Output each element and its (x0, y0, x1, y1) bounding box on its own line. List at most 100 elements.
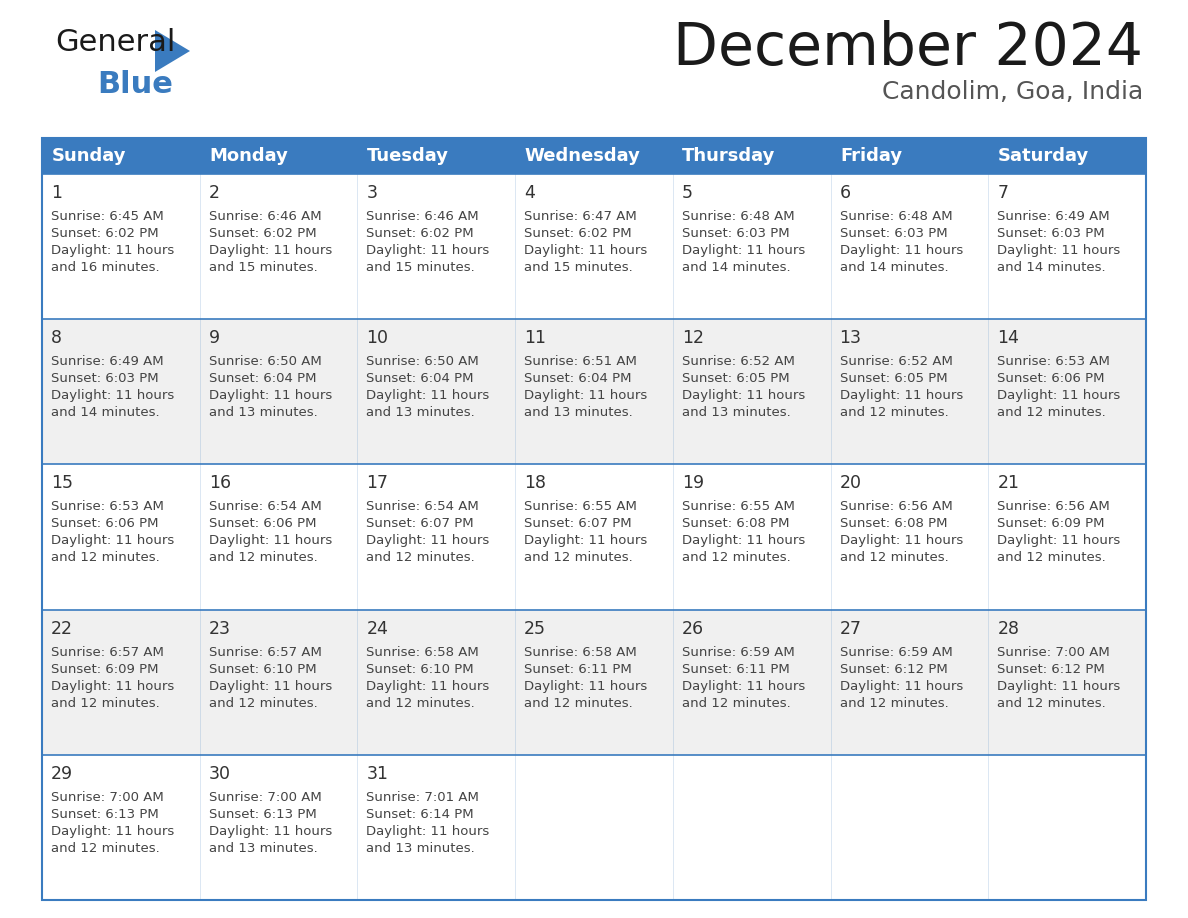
Text: General: General (55, 28, 176, 57)
Text: and 12 minutes.: and 12 minutes. (524, 552, 633, 565)
Text: and 13 minutes.: and 13 minutes. (209, 842, 317, 855)
Text: 7: 7 (997, 184, 1009, 202)
Text: 26: 26 (682, 620, 704, 638)
Text: 11: 11 (524, 330, 546, 347)
Text: Daylight: 11 hours: Daylight: 11 hours (840, 534, 962, 547)
Text: Daylight: 11 hours: Daylight: 11 hours (997, 534, 1120, 547)
Text: Daylight: 11 hours: Daylight: 11 hours (366, 244, 489, 257)
Bar (42, 319, 1146, 465)
Text: 24: 24 (366, 620, 388, 638)
Text: and 14 minutes.: and 14 minutes. (840, 261, 948, 274)
Polygon shape (154, 30, 190, 72)
Text: Sunrise: 6:47 AM: Sunrise: 6:47 AM (524, 210, 637, 223)
Text: 2: 2 (209, 184, 220, 202)
Text: Daylight: 11 hours: Daylight: 11 hours (366, 679, 489, 692)
Text: Sunset: 6:07 PM: Sunset: 6:07 PM (366, 518, 474, 531)
Text: Daylight: 11 hours: Daylight: 11 hours (209, 244, 331, 257)
Text: Sunset: 6:08 PM: Sunset: 6:08 PM (840, 518, 947, 531)
Text: Sunset: 6:12 PM: Sunset: 6:12 PM (997, 663, 1105, 676)
Text: Sunset: 6:03 PM: Sunset: 6:03 PM (840, 227, 947, 240)
Text: and 12 minutes.: and 12 minutes. (366, 552, 475, 565)
Text: 6: 6 (840, 184, 851, 202)
Text: Daylight: 11 hours: Daylight: 11 hours (51, 824, 175, 838)
Text: 9: 9 (209, 330, 220, 347)
Bar (42, 465, 1146, 610)
Text: and 12 minutes.: and 12 minutes. (682, 697, 790, 710)
Text: Sunrise: 6:54 AM: Sunrise: 6:54 AM (209, 500, 322, 513)
Text: Sunset: 6:05 PM: Sunset: 6:05 PM (840, 372, 947, 386)
Text: Sunset: 6:13 PM: Sunset: 6:13 PM (209, 808, 316, 821)
Text: 28: 28 (997, 620, 1019, 638)
Text: 29: 29 (51, 765, 74, 783)
Text: Daylight: 11 hours: Daylight: 11 hours (997, 679, 1120, 692)
Text: Sunset: 6:04 PM: Sunset: 6:04 PM (366, 372, 474, 386)
Text: Blue: Blue (97, 70, 173, 99)
Text: and 12 minutes.: and 12 minutes. (51, 842, 159, 855)
Text: Sunrise: 6:49 AM: Sunrise: 6:49 AM (997, 210, 1110, 223)
Text: and 12 minutes.: and 12 minutes. (840, 406, 948, 420)
Text: Sunrise: 6:52 AM: Sunrise: 6:52 AM (682, 355, 795, 368)
Text: Sunrise: 6:53 AM: Sunrise: 6:53 AM (51, 500, 164, 513)
Text: Daylight: 11 hours: Daylight: 11 hours (51, 534, 175, 547)
Text: and 12 minutes.: and 12 minutes. (840, 697, 948, 710)
Text: Sunrise: 6:54 AM: Sunrise: 6:54 AM (366, 500, 479, 513)
Text: Daylight: 11 hours: Daylight: 11 hours (366, 824, 489, 838)
Text: and 12 minutes.: and 12 minutes. (51, 697, 159, 710)
Text: Sunrise: 6:59 AM: Sunrise: 6:59 AM (682, 645, 795, 658)
Text: and 15 minutes.: and 15 minutes. (366, 261, 475, 274)
Text: Sunset: 6:02 PM: Sunset: 6:02 PM (51, 227, 159, 240)
Bar (42, 138, 1146, 174)
Text: Sunrise: 6:46 AM: Sunrise: 6:46 AM (209, 210, 321, 223)
Text: and 13 minutes.: and 13 minutes. (366, 406, 475, 420)
Text: Sunrise: 6:55 AM: Sunrise: 6:55 AM (682, 500, 795, 513)
Text: Sunset: 6:03 PM: Sunset: 6:03 PM (682, 227, 790, 240)
Text: Sunset: 6:02 PM: Sunset: 6:02 PM (366, 227, 474, 240)
Text: Sunrise: 6:59 AM: Sunrise: 6:59 AM (840, 645, 953, 658)
Text: Daylight: 11 hours: Daylight: 11 hours (51, 244, 175, 257)
Text: 3: 3 (366, 184, 378, 202)
Text: Thursday: Thursday (682, 147, 776, 165)
Text: Sunset: 6:04 PM: Sunset: 6:04 PM (209, 372, 316, 386)
Text: Sunset: 6:02 PM: Sunset: 6:02 PM (209, 227, 316, 240)
Text: and 12 minutes.: and 12 minutes. (840, 552, 948, 565)
Text: Sunrise: 6:58 AM: Sunrise: 6:58 AM (366, 645, 479, 658)
Bar (42, 755, 1146, 900)
Text: Sunset: 6:14 PM: Sunset: 6:14 PM (366, 808, 474, 821)
Text: Daylight: 11 hours: Daylight: 11 hours (840, 679, 962, 692)
Text: 10: 10 (366, 330, 388, 347)
Text: and 12 minutes.: and 12 minutes. (524, 697, 633, 710)
Text: Sunrise: 7:00 AM: Sunrise: 7:00 AM (51, 790, 164, 804)
Text: Sunrise: 7:00 AM: Sunrise: 7:00 AM (209, 790, 322, 804)
Text: 20: 20 (840, 475, 861, 492)
Text: and 12 minutes.: and 12 minutes. (682, 552, 790, 565)
Text: Sunset: 6:12 PM: Sunset: 6:12 PM (840, 663, 947, 676)
Text: Sunset: 6:10 PM: Sunset: 6:10 PM (366, 663, 474, 676)
Text: Daylight: 11 hours: Daylight: 11 hours (51, 679, 175, 692)
Text: and 14 minutes.: and 14 minutes. (682, 261, 790, 274)
Text: Sunset: 6:03 PM: Sunset: 6:03 PM (997, 227, 1105, 240)
Text: Sunrise: 6:57 AM: Sunrise: 6:57 AM (51, 645, 164, 658)
Text: and 12 minutes.: and 12 minutes. (209, 552, 317, 565)
Text: Daylight: 11 hours: Daylight: 11 hours (209, 534, 331, 547)
Text: Sunset: 6:13 PM: Sunset: 6:13 PM (51, 808, 159, 821)
Text: Daylight: 11 hours: Daylight: 11 hours (840, 389, 962, 402)
Text: and 12 minutes.: and 12 minutes. (366, 697, 475, 710)
Text: Sunset: 6:04 PM: Sunset: 6:04 PM (524, 372, 632, 386)
Text: Sunset: 6:10 PM: Sunset: 6:10 PM (209, 663, 316, 676)
Text: Sunrise: 6:48 AM: Sunrise: 6:48 AM (840, 210, 953, 223)
Text: Daylight: 11 hours: Daylight: 11 hours (997, 389, 1120, 402)
Text: Friday: Friday (840, 147, 902, 165)
Text: Sunrise: 6:52 AM: Sunrise: 6:52 AM (840, 355, 953, 368)
Text: Sunset: 6:09 PM: Sunset: 6:09 PM (51, 663, 158, 676)
Text: Daylight: 11 hours: Daylight: 11 hours (366, 389, 489, 402)
Text: Daylight: 11 hours: Daylight: 11 hours (997, 244, 1120, 257)
Text: Sunset: 6:05 PM: Sunset: 6:05 PM (682, 372, 790, 386)
Text: 30: 30 (209, 765, 230, 783)
Text: 8: 8 (51, 330, 62, 347)
Text: and 14 minutes.: and 14 minutes. (51, 406, 159, 420)
Text: Daylight: 11 hours: Daylight: 11 hours (524, 534, 647, 547)
Text: December 2024: December 2024 (672, 20, 1143, 77)
Text: 23: 23 (209, 620, 230, 638)
Text: and 13 minutes.: and 13 minutes. (209, 406, 317, 420)
Text: Sunrise: 6:50 AM: Sunrise: 6:50 AM (366, 355, 479, 368)
